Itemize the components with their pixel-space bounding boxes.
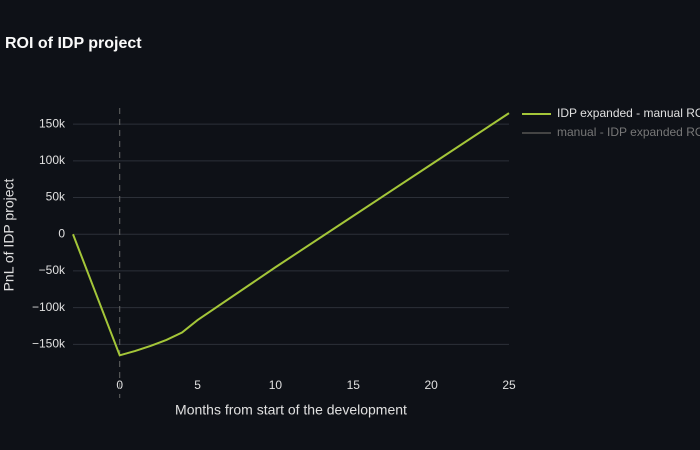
y-tick-label: −50k bbox=[39, 263, 66, 277]
x-tick-label: 25 bbox=[502, 378, 516, 392]
y-tick-label: 100k bbox=[39, 153, 66, 167]
chart-title: ROI of IDP project bbox=[5, 35, 142, 52]
y-tick-label: 150k bbox=[39, 116, 66, 130]
y-tick-label: 0 bbox=[58, 226, 65, 240]
legend-label[interactable]: manual - IDP expanded ROI bbox=[557, 125, 700, 139]
line-series bbox=[72, 112, 510, 357]
y-axis-label: PnL of IDP project bbox=[1, 178, 17, 291]
x-tick-label: 5 bbox=[194, 378, 201, 392]
x-axis-label: Months from start of the development bbox=[175, 402, 407, 418]
y-tick-label: −150k bbox=[32, 336, 66, 350]
legend-label[interactable]: IDP expanded - manual ROI bbox=[557, 106, 700, 120]
y-tick-label: −100k bbox=[32, 300, 66, 314]
x-tick-label: 20 bbox=[424, 378, 438, 392]
x-tick-label: 15 bbox=[347, 378, 361, 392]
x-tick-label: 10 bbox=[269, 378, 283, 392]
y-tick-label: 50k bbox=[46, 190, 66, 204]
